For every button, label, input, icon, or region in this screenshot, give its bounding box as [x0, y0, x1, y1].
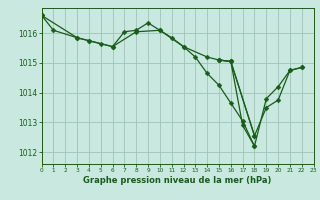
X-axis label: Graphe pression niveau de la mer (hPa): Graphe pression niveau de la mer (hPa)	[84, 176, 272, 185]
